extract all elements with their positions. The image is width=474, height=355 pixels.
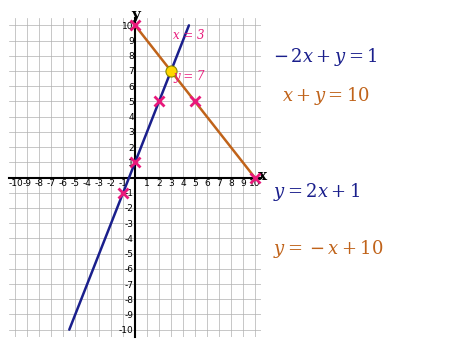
Text: x = 3: x = 3	[173, 29, 205, 42]
Text: $-\, 2x + y = 1$: $-\, 2x + y = 1$	[273, 46, 377, 68]
Text: $y = -x + 10$: $y = -x + 10$	[273, 237, 383, 260]
Text: $y = 2x + 1$: $y = 2x + 1$	[273, 181, 360, 203]
Text: $x + y = 10$: $x + y = 10$	[282, 85, 370, 107]
Text: y: y	[131, 8, 140, 22]
Text: x: x	[258, 169, 267, 183]
Text: y = 7: y = 7	[173, 70, 205, 83]
